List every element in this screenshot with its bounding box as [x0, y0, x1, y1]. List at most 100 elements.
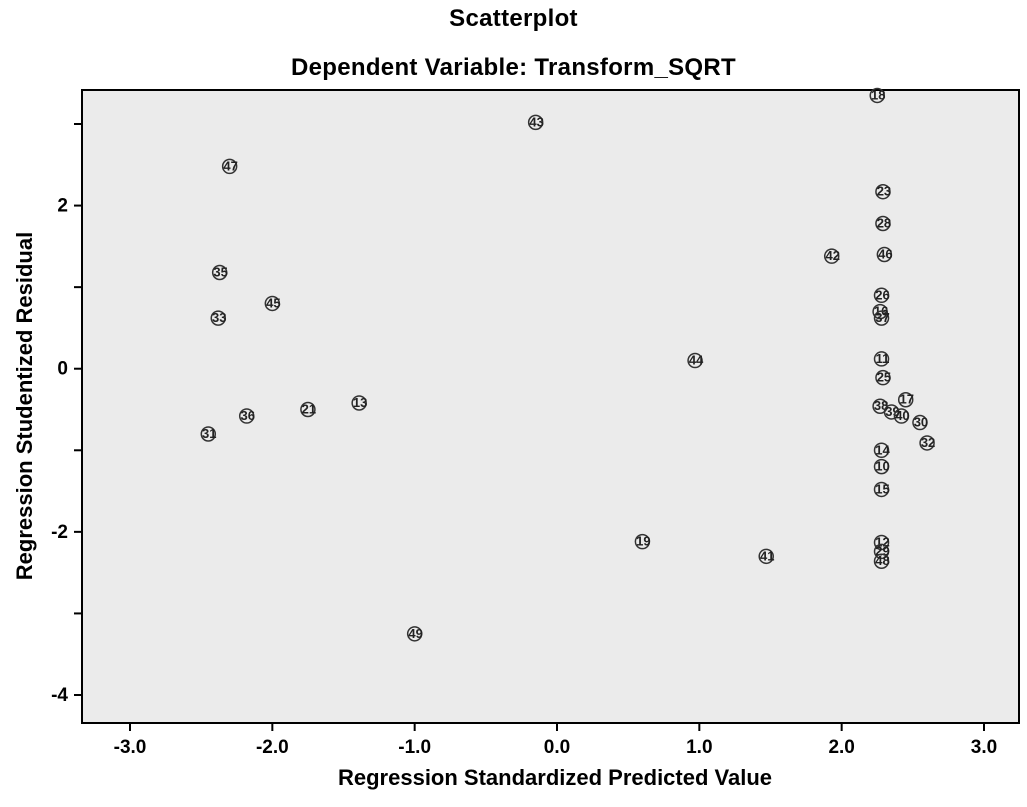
data-point: 11 [873, 351, 890, 367]
point-label: 10 [875, 459, 889, 474]
point-label: 48 [875, 553, 889, 568]
data-point: 42 [823, 248, 840, 264]
point-label: 36 [240, 408, 254, 423]
point-marker [238, 408, 255, 424]
point-label: 40 [895, 408, 909, 423]
point-marker [869, 87, 885, 104]
point-marker [200, 426, 217, 442]
x-tick-label: 1.0 [686, 737, 712, 758]
point-marker [351, 395, 367, 411]
point-marker [873, 458, 890, 475]
point-label: 41 [760, 548, 774, 563]
point-marker [527, 114, 544, 131]
point-marker [758, 548, 774, 565]
axis-ticks: -3.0 -2.0 -1.0 0.0 1.0 2.0 3.0 -4 -2 0 2 [51, 123, 997, 758]
data-point: 36 [238, 408, 255, 424]
y-tick-label: -2 [51, 522, 68, 543]
y-tick-label: 0 [57, 359, 68, 380]
point-marker [873, 481, 890, 498]
x-tick-label: 2.0 [828, 737, 854, 758]
point-label: 15 [875, 481, 889, 496]
y-axis-label: Regression Studentized Residual [12, 232, 37, 580]
point-marker [406, 626, 423, 642]
point-marker [873, 534, 890, 551]
point-label: 26 [875, 287, 889, 302]
point-marker [876, 246, 893, 263]
point-label: 37 [875, 310, 889, 325]
point-marker [823, 248, 840, 264]
point-marker [687, 352, 703, 369]
point-label: 17 [899, 392, 913, 407]
point-marker [210, 310, 226, 326]
plot-area [81, 89, 1020, 724]
data-point: 31 [200, 426, 217, 442]
point-marker [211, 264, 228, 281]
x-tick-label: 3.0 [971, 737, 997, 758]
x-tick-label: -1.0 [398, 737, 431, 758]
data-point: 46 [876, 246, 893, 263]
point-marker [221, 158, 238, 175]
data-point: 40 [893, 408, 910, 424]
data-point: 23 [875, 183, 891, 200]
point-marker [883, 404, 900, 420]
point-label: 32 [921, 435, 935, 450]
data-point: 10 [873, 458, 890, 475]
x-tick-label: -2.0 [256, 737, 289, 758]
point-marker [897, 391, 914, 408]
point-marker [875, 183, 891, 200]
data-point: 39 [883, 404, 900, 420]
data-point: 13 [351, 395, 367, 411]
point-marker [912, 414, 928, 431]
data-point: 21 [300, 401, 316, 418]
point-label: 45 [266, 295, 280, 310]
data-point: 44 [687, 352, 704, 369]
point-marker [873, 287, 890, 304]
point-label: 19 [636, 534, 650, 549]
point-label: 25 [877, 370, 891, 385]
data-point: 48 [873, 553, 890, 569]
point-marker [919, 435, 935, 451]
point-marker [875, 215, 891, 232]
data-point: 49 [406, 626, 423, 642]
point-label: 31 [202, 426, 216, 441]
point-label: 30 [914, 415, 928, 430]
point-label: 46 [878, 247, 892, 262]
point-label: 42 [825, 248, 839, 263]
point-label: 11 [876, 351, 890, 366]
data-point: 17 [897, 391, 914, 408]
point-marker [300, 401, 316, 418]
data-point: 28 [875, 215, 891, 232]
point-label: 35 [213, 264, 227, 279]
data-point: 47 [221, 158, 238, 175]
point-marker [875, 369, 891, 386]
chart-title: Scatterplot [449, 5, 578, 32]
point-marker [873, 553, 890, 569]
point-marker [893, 408, 910, 424]
data-point: 18 [869, 87, 885, 104]
point-label: 39 [885, 404, 899, 419]
y-tick-label: 2 [57, 196, 68, 217]
x-tick-label: 0.0 [544, 737, 570, 758]
point-label: 33 [212, 310, 226, 325]
data-point: 35 [211, 264, 228, 281]
point-label: 18 [871, 87, 885, 102]
point-label: 21 [302, 402, 316, 417]
point-marker [873, 351, 890, 367]
data-point: 30 [912, 414, 928, 431]
data-point: 25 [875, 369, 891, 386]
x-tick-label: -3.0 [114, 737, 147, 758]
point-label: 28 [877, 216, 891, 231]
data-point: 14 [873, 442, 891, 459]
point-marker [873, 442, 890, 459]
data-point: 45 [264, 295, 281, 312]
point-label: 13 [353, 395, 367, 410]
point-label: 49 [408, 626, 422, 641]
data-point: 37 [873, 310, 890, 326]
data-point: 19 [634, 534, 651, 550]
chart-subtitle: Dependent Variable: Transform_SQRT [291, 54, 736, 81]
data-point: 33 [210, 310, 226, 326]
point-label: 44 [689, 353, 704, 368]
data-point: 41 [758, 548, 774, 565]
